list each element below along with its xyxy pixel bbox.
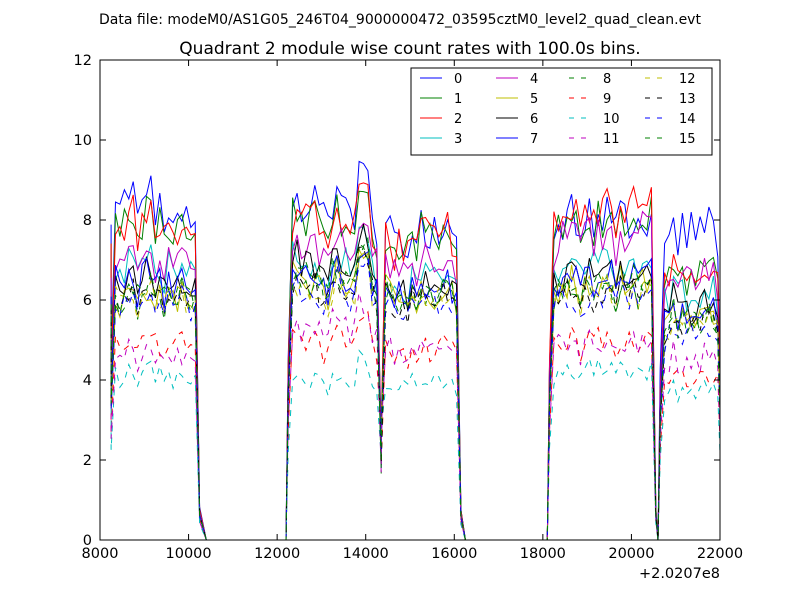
x-tick-label: 20000 (608, 546, 654, 562)
legend-label-7: 7 (530, 132, 538, 147)
series-line-5 (110, 247, 720, 540)
chart-title: Quadrant 2 module wise count rates with … (179, 39, 640, 59)
y-tick-label: 10 (74, 133, 92, 149)
series-line-4 (110, 210, 720, 540)
x-tick-label: 10000 (166, 546, 212, 562)
series-line-6 (110, 223, 720, 540)
x-tick-label: 16000 (431, 546, 477, 562)
series-line-7 (110, 250, 720, 540)
legend-label-0: 0 (454, 72, 462, 87)
series-line-9 (110, 310, 720, 540)
series-line-2 (110, 182, 720, 540)
x-tick-label: 18000 (520, 546, 566, 562)
y-tick-label: 12 (74, 53, 92, 69)
y-tick-label: 2 (83, 453, 92, 469)
x-tick-label: 22000 (697, 546, 743, 562)
series-line-11 (110, 292, 720, 540)
x-tick-label: 12000 (254, 546, 300, 562)
x-offset-label: +2.0207e8 (639, 566, 720, 582)
series-line-1 (110, 190, 720, 540)
series-line-13 (110, 246, 720, 540)
series-line-12 (110, 249, 720, 540)
legend-label-13: 13 (679, 92, 696, 107)
series-line-14 (110, 257, 720, 540)
y-tick-label: 4 (83, 373, 92, 389)
chart-suptitle: Data file: modeM0/AS1G05_246T04_90000004… (99, 12, 701, 28)
axis-ticks: 8000 10000 12000 14000 16000 18000 20000 22000 0… (74, 53, 744, 562)
legend-label-4: 4 (530, 72, 538, 87)
series-line-3 (110, 226, 720, 540)
legend-label-15: 15 (679, 132, 696, 147)
legend-label-10: 10 (603, 112, 620, 127)
legend-label-9: 9 (603, 92, 611, 107)
x-tick-label: 14000 (343, 546, 389, 562)
plot-area (110, 160, 720, 540)
legend-label-14: 14 (679, 112, 696, 127)
legend-label-1: 1 (454, 92, 462, 107)
series-line-0 (110, 160, 720, 540)
legend-label-11: 11 (603, 132, 620, 147)
series-line-10 (110, 349, 720, 540)
legend-label-12: 12 (679, 72, 696, 87)
legend-label-5: 5 (530, 92, 538, 107)
x-tick-label: 8000 (82, 546, 119, 562)
legend-label-6: 6 (530, 112, 538, 127)
legend-box (410, 67, 713, 156)
legend-label-2: 2 (454, 112, 462, 127)
y-tick-label: 8 (83, 213, 92, 229)
legend-label-8: 8 (603, 72, 611, 87)
legend-label-3: 3 (454, 132, 462, 147)
series-line-15 (110, 236, 720, 540)
y-tick-label: 0 (83, 533, 92, 549)
y-tick-label: 6 (83, 293, 92, 309)
